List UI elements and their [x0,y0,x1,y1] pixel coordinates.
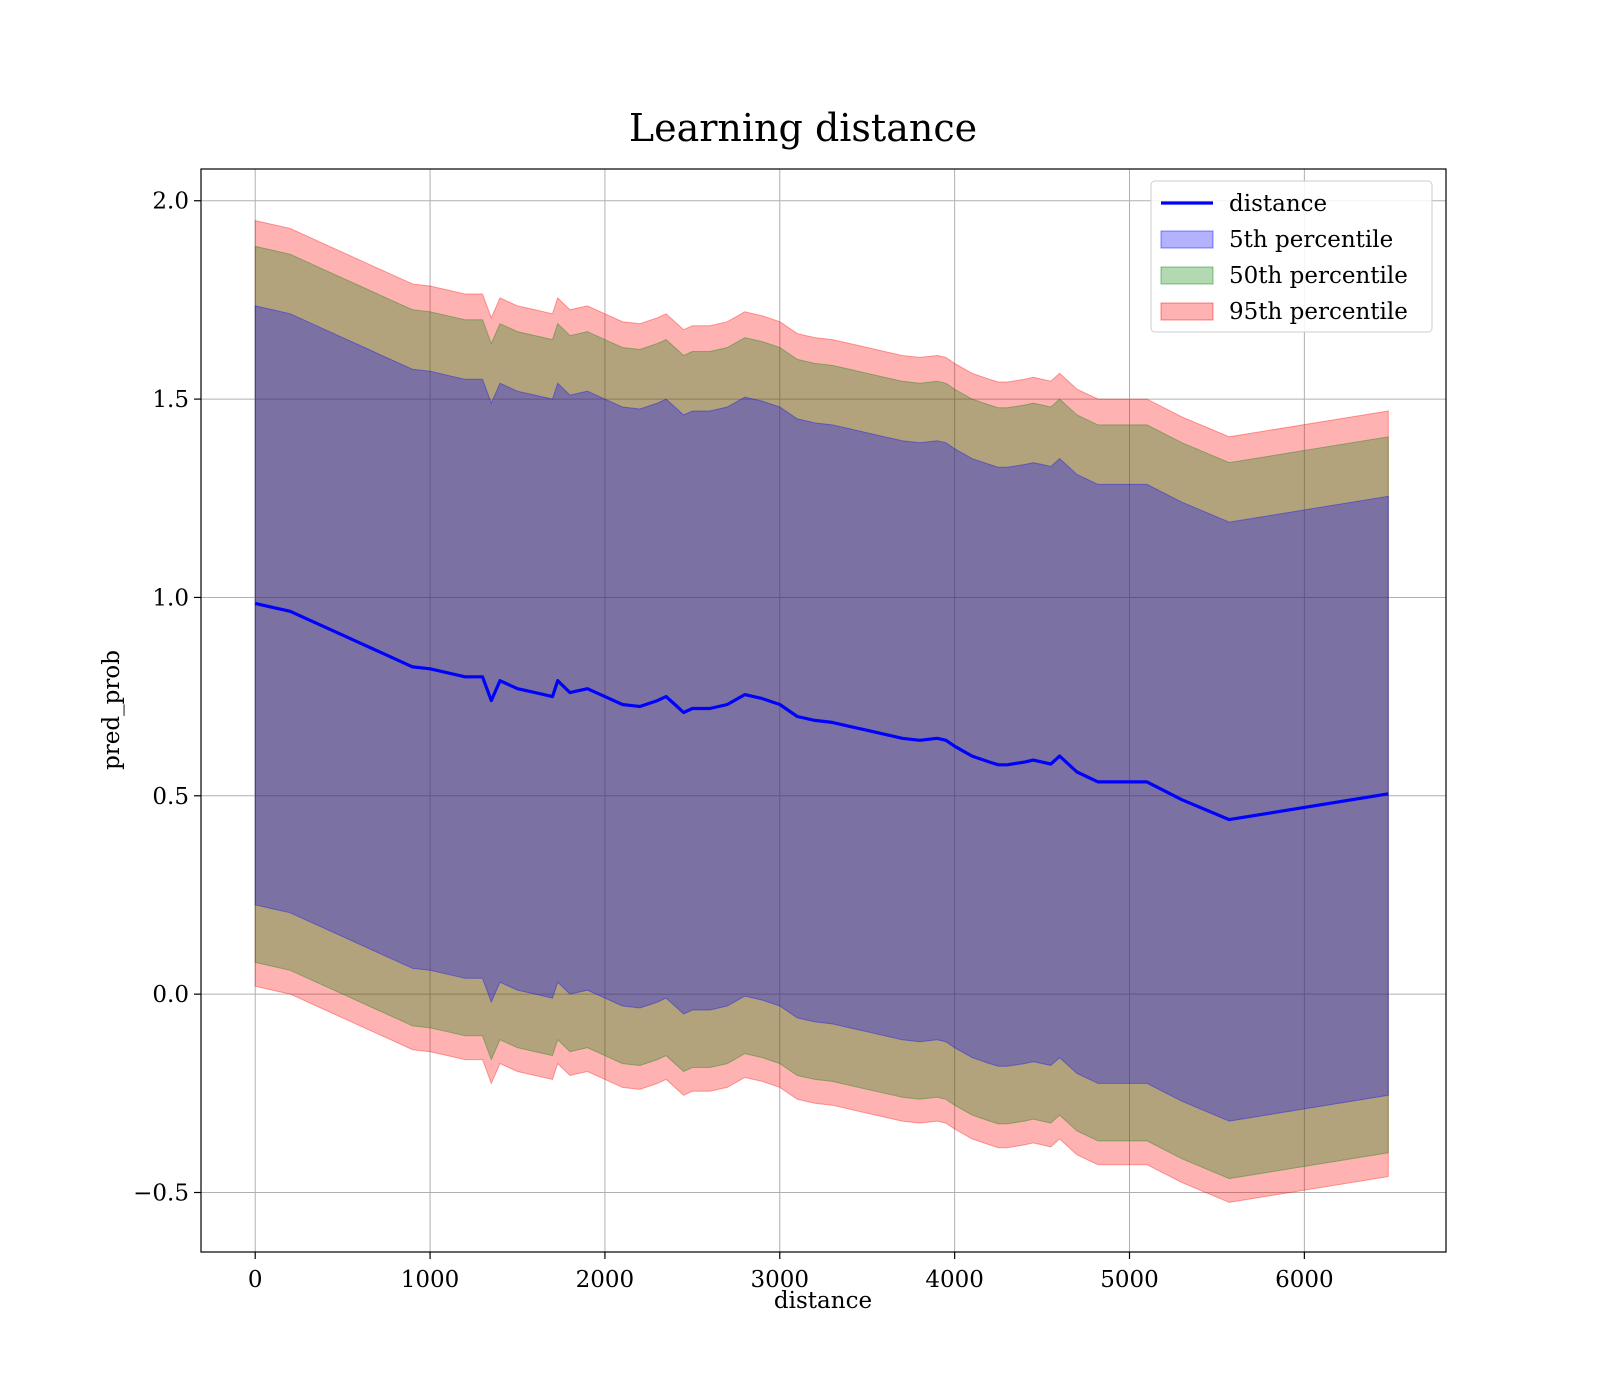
y-tick-label: 1.0 [152,585,189,611]
x-axis-ticks: 0 1000 2000 3000 4000 5000 6000 [248,1252,1334,1293]
plot-frame [200,168,1447,1253]
y-tick-label: 0.0 [152,982,189,1008]
band-50th-percentile [254,245,1389,1180]
y-axis-label: pred_prob [99,650,125,770]
legend-label: distance [1229,191,1327,217]
series-lines [254,601,1389,822]
legend-swatch-band [1160,302,1214,321]
y-axis-ticks: −0.5 0.0 0.5 1.0 1.5 2.0 [133,189,201,1206]
x-tick-label: 4000 [925,1267,984,1293]
x-tick-label: 0 [248,1267,263,1293]
legend-label: 50th percentile [1229,263,1408,289]
band-5th-percentile [254,305,1389,1122]
line-distance [254,601,1389,822]
legend-label: 5th percentile [1229,227,1393,253]
x-axis-label: distance [774,1288,872,1314]
legend-label: 95th percentile [1229,299,1408,325]
legend-swatch-band [1160,230,1214,249]
y-tick-label: 1.5 [152,387,189,413]
x-tick-label: 1000 [401,1267,460,1293]
y-tick-label: −0.5 [133,1180,189,1206]
y-tick-label: 2.0 [152,189,189,215]
x-tick-label: 5000 [1100,1267,1159,1293]
legend-swatch-band [1160,266,1214,285]
x-tick-label: 6000 [1275,1267,1334,1293]
x-tick-label: 3000 [751,1267,810,1293]
y-tick-label: 0.5 [152,784,189,810]
x-tick-label: 2000 [576,1267,635,1293]
percentile-bands [254,219,1389,1203]
legend: distance 5th percentile 50th percentile 95t… [1150,180,1433,333]
chart-title: Learning distance [629,106,977,150]
legend-box [1150,180,1433,333]
band-95th-percentile [254,219,1389,1203]
